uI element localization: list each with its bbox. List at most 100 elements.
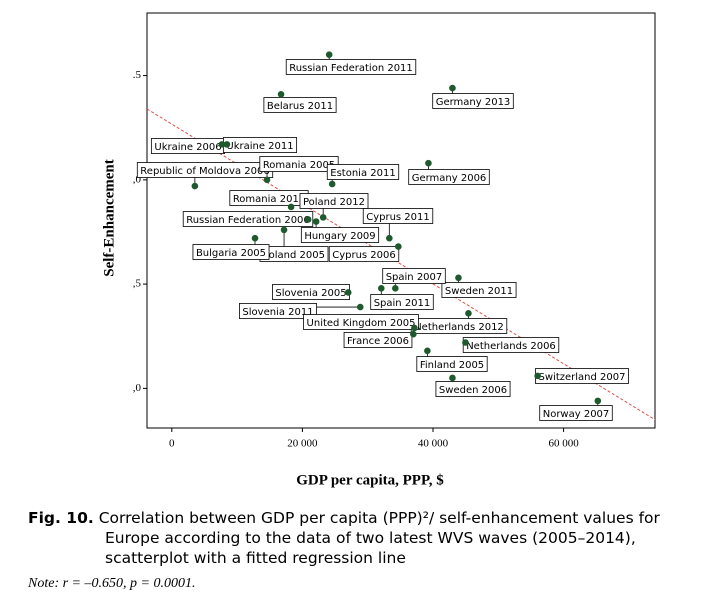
label-box bbox=[362, 208, 434, 224]
point-label-text: Bulgaria 2005 bbox=[196, 248, 266, 259]
point bbox=[328, 180, 336, 188]
point-label: Bulgaria 2005 bbox=[192, 238, 270, 260]
point-label: Russian Federation 2011 bbox=[285, 54, 417, 75]
point bbox=[395, 243, 402, 250]
y-axis-label: Self-Enhancement bbox=[101, 159, 117, 277]
label-box bbox=[259, 156, 339, 172]
label-box bbox=[328, 246, 400, 262]
point-label: Netherlands 2006 bbox=[462, 337, 560, 353]
point-label-text: Slovenia 2005 bbox=[275, 288, 346, 299]
x-axis-label: GDP per capita, PPP, $ bbox=[296, 472, 444, 488]
caption: Fig. 10. Correlation between GDP per cap… bbox=[28, 508, 718, 568]
caption-fig: Fig. 10. bbox=[28, 509, 94, 527]
point bbox=[455, 274, 462, 282]
label-box bbox=[343, 332, 413, 348]
label-box bbox=[539, 405, 613, 421]
point-label-text: Romania 2012 bbox=[233, 194, 305, 205]
point bbox=[465, 310, 472, 317]
point-label: Ukraine 2011 bbox=[222, 137, 298, 153]
point bbox=[325, 51, 333, 59]
point-label: Ukraine 2006 bbox=[150, 138, 226, 154]
label-box bbox=[408, 169, 490, 185]
point bbox=[424, 347, 431, 355]
point bbox=[386, 234, 393, 242]
point-label: Poland 2012 bbox=[299, 193, 369, 218]
y-tick-label: .5 bbox=[133, 69, 142, 81]
label-box bbox=[303, 314, 419, 330]
label-box bbox=[382, 268, 446, 284]
point bbox=[191, 182, 199, 190]
point bbox=[287, 203, 295, 211]
point bbox=[594, 397, 602, 405]
label-box bbox=[192, 244, 270, 260]
point bbox=[312, 218, 320, 225]
note: Note: r = –0.650, p = 0.0001. bbox=[28, 576, 195, 592]
point-label: Germany 2013 bbox=[432, 88, 514, 109]
chart: GDP per capita, PPP, $ Self-Enhancement … bbox=[101, 12, 656, 488]
label-box bbox=[432, 93, 514, 109]
point-label: Slovenia 2011 bbox=[239, 303, 361, 319]
point-label: France 2006 bbox=[343, 332, 414, 348]
point-label-text: Spain 2011 bbox=[374, 298, 431, 309]
point bbox=[319, 214, 327, 221]
caption-text: Correlation between GDP per capita (PPP)… bbox=[98, 509, 660, 567]
point-label: Netherlands 2012 bbox=[410, 313, 508, 334]
point bbox=[263, 176, 271, 184]
point bbox=[449, 84, 456, 92]
point-label: Romania 2012 bbox=[229, 190, 309, 207]
label-box bbox=[285, 59, 417, 75]
point-label-text: Ukraine 2011 bbox=[226, 141, 293, 152]
point bbox=[251, 234, 259, 242]
point-label: Germany 2006 bbox=[408, 163, 490, 185]
y-tick-label: ,0 bbox=[133, 382, 142, 394]
point bbox=[280, 226, 288, 234]
point-label: Russian Federation 2006 bbox=[182, 211, 314, 227]
point-label: Sweden 2006 bbox=[435, 377, 511, 397]
label-box bbox=[435, 381, 511, 397]
label-box bbox=[263, 97, 337, 113]
point-label: Spain 2011 bbox=[370, 288, 434, 310]
point-label-text: Sweden 2011 bbox=[445, 286, 513, 297]
point-label: Belarus 2011 bbox=[263, 94, 337, 113]
point-label-text: Republic of Moldova 2006 bbox=[140, 166, 269, 177]
point-label-text: Poland 2005 bbox=[263, 250, 325, 261]
point-label-text: Spain 2007 bbox=[386, 272, 443, 283]
point-label-text: Netherlands 2006 bbox=[466, 341, 556, 352]
point bbox=[377, 284, 385, 292]
x-tick-label: 40 000 bbox=[418, 438, 449, 450]
point-label: Switzerland 2007 bbox=[535, 368, 629, 384]
point-label: Cyprus 2011 bbox=[362, 208, 434, 239]
note-text: r = –0.650, p = 0.0001. bbox=[62, 576, 196, 591]
point-label-text: Hungary 2009 bbox=[304, 231, 375, 242]
label-box bbox=[182, 211, 314, 227]
point-label: Romania 2005 bbox=[259, 156, 339, 180]
point-label: Finland 2005 bbox=[416, 350, 488, 372]
point-label-text: Germany 2013 bbox=[436, 97, 511, 108]
x-tick-label: 20 000 bbox=[287, 438, 318, 450]
point-label: Slovenia 2005 bbox=[272, 284, 350, 300]
label-box bbox=[299, 193, 369, 209]
plot-frame bbox=[146, 12, 656, 429]
point-label-text: Switzerland 2007 bbox=[539, 372, 626, 383]
point-label: Cyprus 2006 bbox=[328, 246, 400, 262]
point-label-text: Poland 2012 bbox=[303, 197, 365, 208]
point-label-text: Sweden 2006 bbox=[439, 385, 507, 396]
label-box bbox=[300, 227, 380, 243]
point-label-text: Russian Federation 2006 bbox=[186, 215, 310, 226]
point-label-text: Finland 2005 bbox=[420, 360, 484, 371]
note-label: Note: bbox=[28, 576, 60, 591]
point-label-text: Netherlands 2012 bbox=[414, 322, 504, 333]
x-tick-label: 60 000 bbox=[548, 438, 579, 450]
point-label-text: Estonia 2011 bbox=[330, 168, 395, 179]
point bbox=[223, 141, 231, 148]
point bbox=[356, 303, 364, 311]
point-label: United Kingdom 2005 bbox=[303, 314, 419, 330]
point bbox=[411, 324, 418, 332]
label-box bbox=[239, 303, 317, 319]
point-label: Republic of Moldova 2006 bbox=[136, 162, 274, 187]
point-label-text: Slovenia 2011 bbox=[242, 307, 313, 318]
point bbox=[392, 284, 399, 292]
point-label: Hungary 2009 bbox=[300, 221, 380, 243]
point bbox=[218, 141, 226, 148]
